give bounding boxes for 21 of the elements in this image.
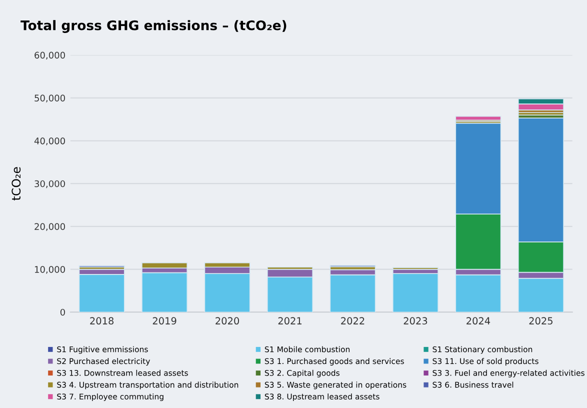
y-tick-label: 40,000 [34, 137, 65, 146]
y-tick-label: 0 [60, 308, 65, 316]
y-tick-label: 60,000 [34, 52, 65, 60]
x-tick-label: 2023 [404, 317, 428, 325]
y-tick-label: 50,000 [34, 94, 65, 102]
bar [330, 274, 376, 312]
bar [455, 116, 502, 121]
bar [142, 272, 188, 312]
y-tick-label: 30,000 [34, 180, 65, 188]
x-tick-label: 2025 [529, 317, 552, 325]
y-tick-label: 10,000 [34, 266, 65, 274]
bar [392, 273, 438, 312]
y-axis-title: tCO₂e [12, 167, 21, 200]
x-tick-label: 2018 [90, 317, 114, 325]
x-tick-label: 2021 [278, 317, 302, 325]
x-tick-label: 2020 [216, 317, 240, 325]
y-tick-label: 20,000 [34, 223, 65, 231]
x-tick-label: 2022 [341, 317, 364, 325]
chart-title: Total gross GHG emissions – (tCO₂e) [20, 20, 286, 33]
x-tick-label: 2024 [466, 317, 490, 325]
x-tick-label: 2019 [152, 317, 176, 325]
